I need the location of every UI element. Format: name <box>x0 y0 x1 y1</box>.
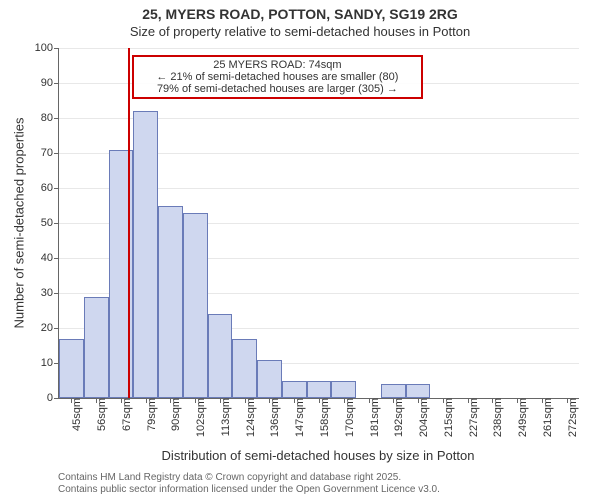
xtick-label: 170sqm <box>338 398 356 437</box>
ytick-label: 100 <box>35 42 59 54</box>
ytick-label: 60 <box>41 182 59 194</box>
x-axis-label: Distribution of semi-detached houses by … <box>58 448 578 463</box>
xtick-label: 67sqm <box>115 398 133 431</box>
histogram-bar <box>282 381 307 399</box>
xtick-label: 45sqm <box>65 398 83 431</box>
y-axis-label: Number of semi-detached properties <box>11 118 26 329</box>
xtick-label: 181sqm <box>363 398 381 437</box>
histogram-bar <box>59 339 84 399</box>
histogram-bar <box>331 381 356 399</box>
ytick-label: 20 <box>41 322 59 334</box>
xtick-label: 158sqm <box>313 398 331 437</box>
ytick-label: 70 <box>41 147 59 159</box>
xtick-label: 147sqm <box>288 398 306 437</box>
annotation-line1: 25 MYERS ROAD: 74sqm <box>140 59 415 71</box>
ytick-label: 0 <box>47 392 59 404</box>
histogram-bar <box>232 339 257 399</box>
gridline <box>59 48 579 49</box>
histogram-bar <box>158 206 183 399</box>
xtick-label: 227sqm <box>462 398 480 437</box>
xtick-label: 79sqm <box>140 398 158 431</box>
ytick-label: 10 <box>41 357 59 369</box>
histogram-bar <box>208 314 233 398</box>
xtick-label: 272sqm <box>561 398 579 437</box>
xtick-label: 90sqm <box>164 398 182 431</box>
chart-title-line1: 25, MYERS ROAD, POTTON, SANDY, SG19 2RG <box>0 6 600 22</box>
xtick-label: 249sqm <box>511 398 529 437</box>
annotation-line2: ← 21% of semi-detached houses are smalle… <box>140 71 415 83</box>
histogram-bar <box>307 381 332 399</box>
footer-line2: Contains public sector information licen… <box>58 484 440 496</box>
ytick-label: 90 <box>41 77 59 89</box>
chart-container: 25, MYERS ROAD, POTTON, SANDY, SG19 2RG … <box>0 0 600 500</box>
histogram-bar <box>257 360 282 399</box>
chart-title-line2: Size of property relative to semi-detach… <box>0 24 600 39</box>
histogram-bar <box>381 384 406 398</box>
xtick-label: 102sqm <box>189 398 207 437</box>
xtick-label: 261sqm <box>536 398 554 437</box>
histogram-bar <box>84 297 109 399</box>
ytick-label: 30 <box>41 287 59 299</box>
xtick-label: 56sqm <box>90 398 108 431</box>
histogram-bar <box>183 213 208 399</box>
ytick-label: 40 <box>41 252 59 264</box>
xtick-label: 124sqm <box>239 398 257 437</box>
plot-area: 010203040506070809010045sqm56sqm67sqm79s… <box>58 48 579 399</box>
ytick-label: 50 <box>41 217 59 229</box>
reference-marker-line <box>128 48 130 398</box>
annotation-line3: 79% of semi-detached houses are larger (… <box>140 83 415 95</box>
histogram-bar <box>133 111 158 398</box>
xtick-label: 215sqm <box>437 398 455 437</box>
xtick-label: 136sqm <box>263 398 281 437</box>
xtick-label: 238sqm <box>486 398 504 437</box>
footer-attribution: Contains HM Land Registry data © Crown c… <box>58 472 440 496</box>
xtick-label: 192sqm <box>387 398 405 437</box>
annotation-box: 25 MYERS ROAD: 74sqm← 21% of semi-detach… <box>132 55 423 99</box>
ytick-label: 80 <box>41 112 59 124</box>
histogram-bar <box>406 384 431 398</box>
xtick-label: 113sqm <box>214 398 232 436</box>
xtick-label: 204sqm <box>412 398 430 437</box>
footer-line1: Contains HM Land Registry data © Crown c… <box>58 472 440 484</box>
